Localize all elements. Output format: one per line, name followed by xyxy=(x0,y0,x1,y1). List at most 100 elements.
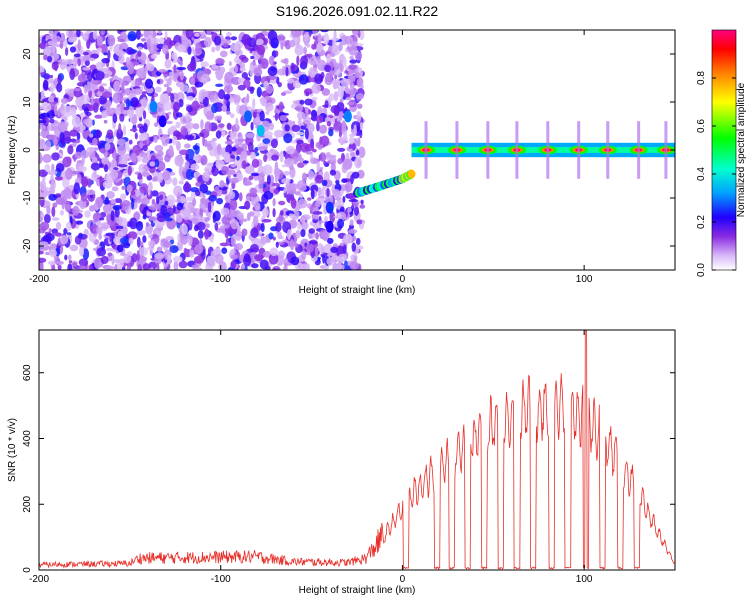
heatmap-cell xyxy=(128,217,138,230)
heatmap-cell xyxy=(336,212,342,218)
heatmap-cell xyxy=(315,200,321,208)
heatmap-cell xyxy=(346,35,354,47)
heatmap-cell xyxy=(282,171,291,176)
heatmap-cell xyxy=(250,121,254,131)
heatmap-cell xyxy=(205,260,216,268)
heatmap-cell xyxy=(332,38,337,50)
x-tick-label: 100 xyxy=(576,274,593,285)
heatmap-cell xyxy=(256,44,266,56)
heatmap-cell xyxy=(249,187,258,195)
heatmap-cell xyxy=(238,54,247,61)
heatmap-cell xyxy=(64,254,68,261)
heatmap-cell xyxy=(114,208,120,218)
heatmap-cell xyxy=(65,188,73,200)
heatmap-cell xyxy=(289,183,300,190)
heatmap-cell xyxy=(344,93,351,98)
heatmap-cell xyxy=(296,55,300,66)
heatmap-cell xyxy=(241,34,251,46)
heatmap-cell xyxy=(301,172,308,183)
heatmap-cell xyxy=(251,263,259,269)
heatmap-cell xyxy=(171,52,178,60)
heatmap-cell xyxy=(174,155,184,167)
heatmap-cell xyxy=(162,100,172,112)
colorbar-tick-label: 0.0 xyxy=(696,263,707,277)
heatmap-cell xyxy=(59,32,66,43)
heatmap-cell xyxy=(137,172,143,180)
heatmap-cell xyxy=(262,130,273,138)
heatmap-cell xyxy=(184,181,190,192)
heatmap-cell xyxy=(153,136,158,144)
heatmap-cell xyxy=(204,168,209,172)
heatmap-cell xyxy=(218,89,226,100)
heatmap-cell xyxy=(82,51,89,56)
chart-title: S196.2026.091.02.11.R22 xyxy=(276,3,439,19)
heatmap-cell xyxy=(45,34,52,40)
heatmap-cell xyxy=(39,139,46,150)
heatmap-cell xyxy=(323,33,330,45)
heatmap-cell xyxy=(285,145,296,155)
heatmap-cell xyxy=(103,52,108,56)
heatmap-cell xyxy=(307,170,315,180)
heatmap-cell xyxy=(281,65,286,76)
heatmap-cell xyxy=(276,76,280,85)
heatmap-cell xyxy=(315,232,319,240)
snr-x-label: Height of straight line (km) xyxy=(299,585,416,596)
heatmap-cell xyxy=(48,96,55,103)
heatmap-cell xyxy=(252,98,256,110)
y-tick-label: 10 xyxy=(22,96,33,108)
heatmap-cell xyxy=(170,92,175,103)
heatmap-cell xyxy=(154,253,165,259)
heatmap-cell xyxy=(338,130,342,138)
heatmap-cell xyxy=(189,249,195,258)
heatmap-cell xyxy=(265,265,271,270)
heatmap-cell xyxy=(263,154,268,163)
y-tick-label: 600 xyxy=(22,364,33,381)
heatmap-cell xyxy=(118,30,127,33)
heatmap-cell xyxy=(265,110,270,116)
heatmap-cell xyxy=(118,54,125,65)
heatmap-cell xyxy=(230,254,239,260)
heatmap-cell xyxy=(57,74,62,85)
heatmap-cell xyxy=(131,253,138,263)
heatmap-cell xyxy=(66,232,72,236)
heatmap-cell xyxy=(135,106,144,118)
heatmap-cell xyxy=(323,160,327,166)
heatmap-cell xyxy=(314,73,324,85)
heatmap-cell xyxy=(148,232,153,239)
heatmap-cell xyxy=(40,112,51,118)
heatmap-cell xyxy=(140,197,150,205)
x-tick-label: 0 xyxy=(400,274,406,285)
heatmap-cell xyxy=(268,232,274,240)
heatmap-cell xyxy=(156,171,164,184)
heatmap-cell xyxy=(251,158,260,168)
heatmap-cell xyxy=(229,113,235,119)
heatmap-cell xyxy=(158,115,167,128)
heatmap-cell xyxy=(296,139,304,145)
heatmap-cell xyxy=(222,42,229,48)
heatmap-cell xyxy=(133,61,140,66)
heatmap-cell xyxy=(141,91,147,96)
heatmap-cell xyxy=(135,221,144,231)
heatmap-cell xyxy=(321,186,325,199)
heatmap-cell xyxy=(51,163,55,172)
heatmap-cell xyxy=(352,235,357,241)
heatmap-cell xyxy=(117,144,127,156)
heatmap-cell xyxy=(40,213,45,219)
heatmap-cell xyxy=(91,119,95,126)
heatmap-cell xyxy=(294,44,305,56)
heatmap-cell xyxy=(241,160,247,170)
heatmap-cell xyxy=(200,154,208,166)
heatmap-cell xyxy=(252,215,259,227)
heatmap-cell xyxy=(215,44,221,52)
heatmap-cell xyxy=(176,58,181,64)
heatmap-cell xyxy=(304,144,315,152)
heatmap-x-ticks: -200 -100 0 100 xyxy=(29,30,593,285)
heatmap-cell xyxy=(154,159,160,168)
y-tick-label: 0 xyxy=(22,567,33,573)
heatmap-cell xyxy=(355,149,360,156)
heatmap-cell xyxy=(86,71,93,83)
heatmap-cell xyxy=(319,136,323,145)
heatmap-cell xyxy=(326,120,332,127)
heatmap-cell xyxy=(310,189,315,200)
heatmap-cell xyxy=(165,235,174,241)
